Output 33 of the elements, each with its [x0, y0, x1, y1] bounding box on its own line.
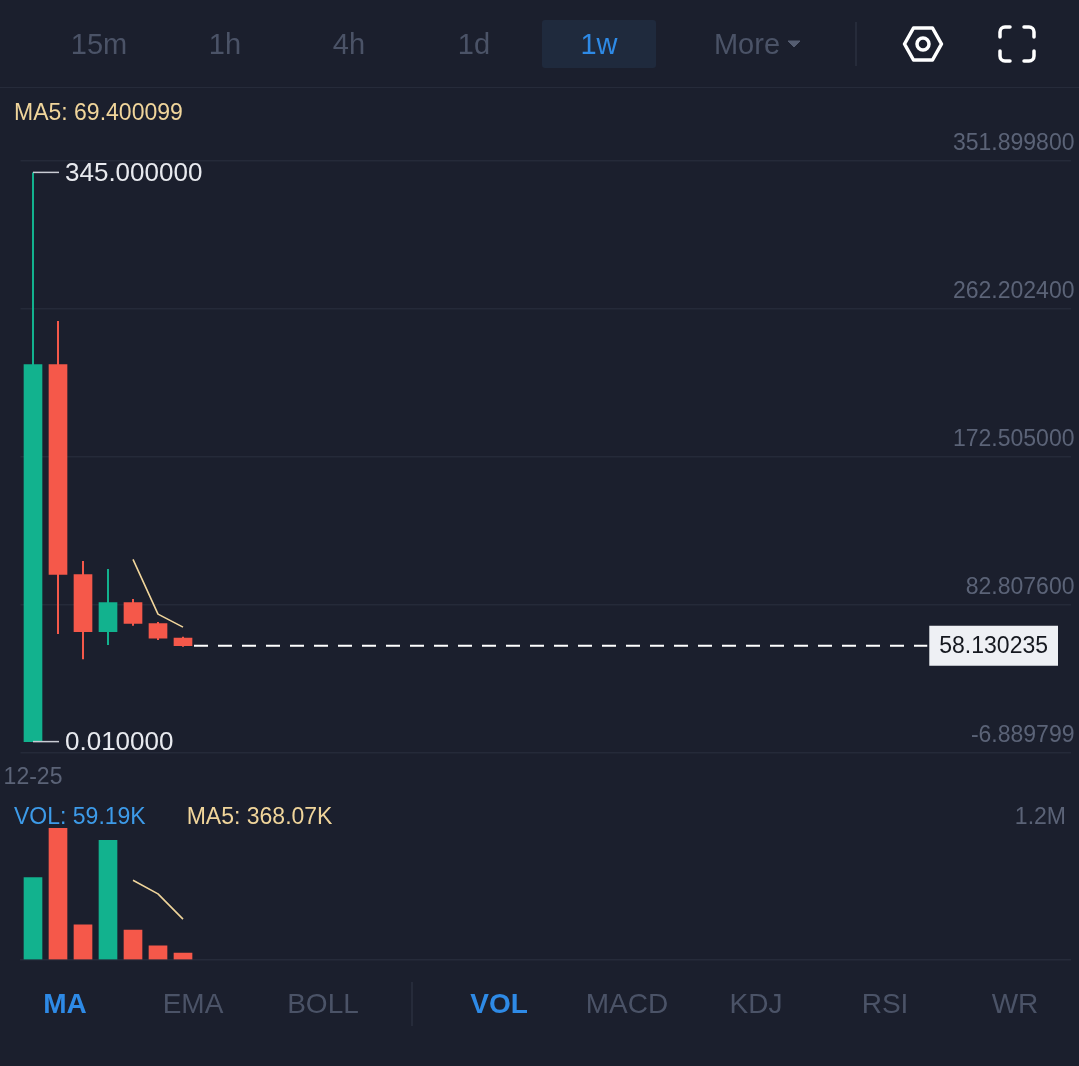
- text: MA5: 368.07K: [186, 803, 334, 830]
- bar: [123, 929, 143, 960]
- bar: [148, 945, 168, 960]
- y-tick-label: 82.807600: [965, 573, 1075, 600]
- category-label: 1h: [208, 27, 242, 60]
- text: MA5: 69.400099: [14, 99, 183, 126]
- ref-line-label: 58.130235: [939, 632, 1049, 659]
- category-label: WR: [991, 988, 1039, 1019]
- category-label: 1d: [457, 27, 491, 60]
- category-label: RSI: [861, 988, 909, 1019]
- annotation: VOL: 59.19K: [14, 803, 147, 830]
- y-tick-label: 172.505000: [952, 425, 1075, 452]
- bar: [73, 924, 93, 960]
- category-label: BOLL: [287, 988, 359, 1019]
- x-tick-label: 12-25: [3, 763, 63, 790]
- bar: [48, 828, 68, 960]
- category-label: MACD: [585, 988, 669, 1019]
- bar: [23, 877, 43, 960]
- category-label: VOL: [470, 988, 528, 1019]
- annotation: 345.000000: [65, 156, 203, 187]
- category-label: 4h: [332, 27, 366, 60]
- category-label: 15m: [70, 27, 128, 60]
- y-tick-label: 262.202400: [952, 277, 1075, 304]
- category-label: KDJ: [729, 988, 783, 1019]
- category-label: 1w: [580, 27, 618, 60]
- y-tick-label: 351.899800: [952, 129, 1075, 156]
- category-label: MA: [43, 988, 87, 1019]
- annotation: 1.2M: [1014, 803, 1066, 830]
- category-label: EMA: [162, 988, 224, 1019]
- category-label: More: [713, 27, 781, 60]
- annotation: 0.010000: [65, 725, 174, 756]
- y-tick-label: -6.889799: [970, 721, 1075, 748]
- bar: [98, 839, 118, 960]
